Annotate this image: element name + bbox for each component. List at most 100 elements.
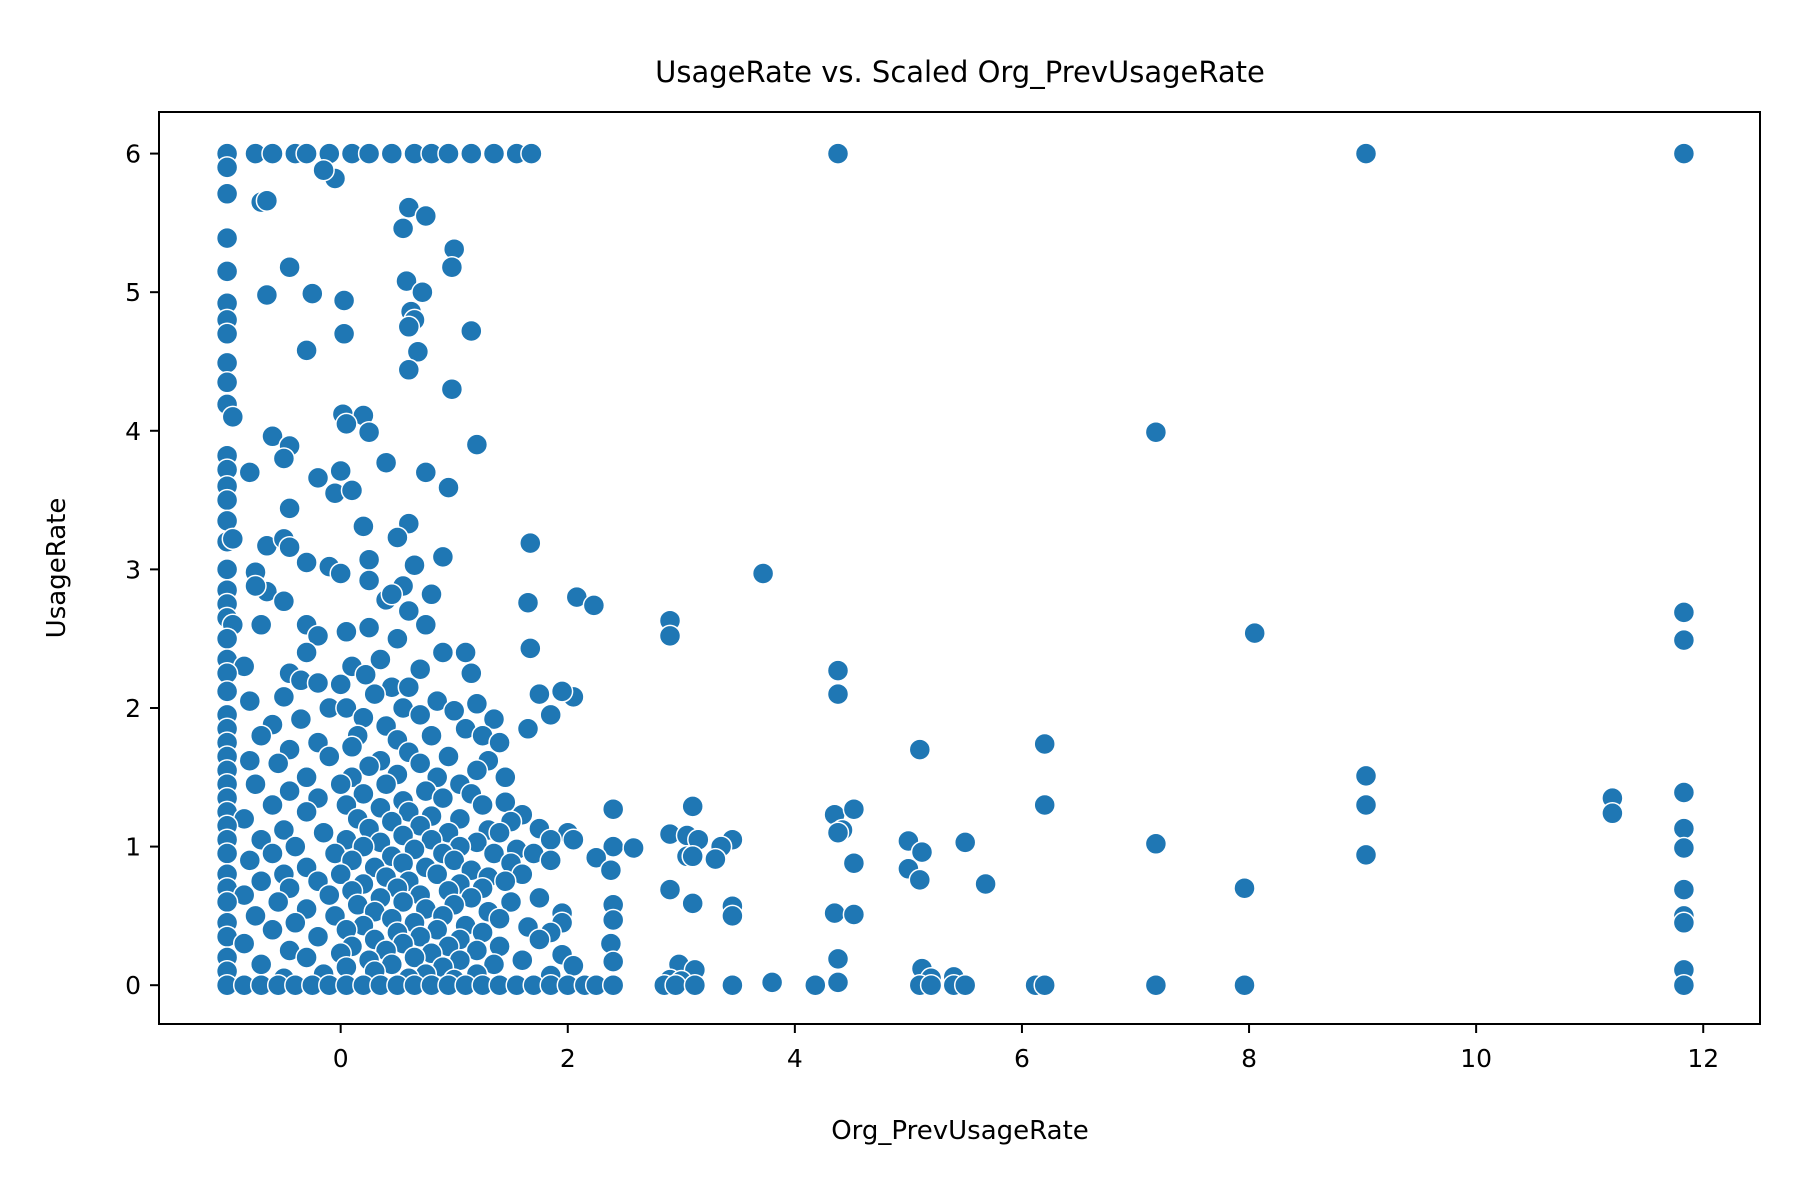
data-point [1672,142,1696,165]
data-point [255,283,279,307]
data-point [221,405,245,429]
data-point [244,574,267,598]
data-point [460,662,483,685]
data-point [908,868,932,892]
data-point [1354,843,1378,867]
y-tick-label: 6 [125,140,141,169]
data-point [363,682,386,706]
data-point [658,878,682,901]
data-point [215,351,239,375]
data-point [488,731,511,754]
data-point [465,433,489,456]
data-point [482,953,506,976]
data-point [329,673,352,696]
data-point [622,836,645,860]
data-point [1672,628,1696,652]
data-point [420,583,443,606]
data-point [340,479,364,502]
data-point [357,754,381,778]
data-point [437,745,460,768]
data-point [238,689,262,713]
data-point [664,973,687,997]
data-point [437,142,460,165]
data-point [826,971,850,994]
data-point [601,908,625,932]
x-axis-ticks: 0 2 4 6 8 10 12 [333,1024,1719,1073]
data-point [332,289,356,312]
data-point [431,786,455,810]
data-point [1354,142,1378,165]
y-tick-label: 3 [125,555,141,584]
data-point [465,759,489,782]
data-point [215,842,239,865]
chart-title: UsageRate vs. Scaled Org_PrevUsageRate [655,55,1265,89]
data-point [539,849,562,872]
data-point [295,551,318,574]
data-point [369,648,392,671]
data-point [1672,836,1696,860]
data-point [221,527,245,551]
data-point [261,918,284,942]
data-point [681,845,704,868]
data-point [306,671,330,695]
data-point [826,947,850,971]
data-point [482,707,506,731]
data-point [278,255,301,279]
data-point [357,569,381,592]
data-point [482,142,506,165]
data-point [357,616,381,639]
data-point [374,451,398,474]
data-point [704,847,727,871]
data-point [804,973,827,997]
data-point [842,903,866,926]
data-point [431,545,455,569]
data-point [332,322,356,346]
data-point [658,624,682,648]
data-point [386,627,409,650]
data-point [340,735,364,759]
data-point [329,459,352,483]
data-point [562,954,585,978]
data-point [335,412,358,436]
x-tick-label: 6 [1014,1044,1030,1073]
data-point [599,858,623,882]
data-point [403,553,426,577]
data-point [357,548,381,571]
data-point [460,319,483,343]
data-point [295,800,318,824]
x-axis-label: Org_PrevUsageRate [831,1116,1089,1146]
data-point [306,466,330,490]
data-point [488,907,511,930]
data-point [974,872,997,896]
data-point [826,659,850,682]
data-point [272,590,296,613]
data-point [335,696,358,720]
data-point [284,835,307,858]
data-point [1672,781,1696,804]
data-point [408,657,432,681]
data-point [295,339,318,362]
data-point [238,849,262,872]
x-tick-label: 0 [333,1044,349,1073]
data-point [520,142,543,165]
data-point [499,890,523,914]
data-point [238,749,262,772]
data-point [391,890,415,914]
data-point [301,282,324,305]
data-point [244,904,267,928]
data-point [261,842,284,865]
x-tick-label: 8 [1241,1044,1257,1073]
data-point [601,797,625,821]
data-point [760,971,784,994]
data-point [465,939,489,962]
data-point [1672,973,1696,997]
data-point [408,752,432,775]
data-point [403,946,426,969]
x-tick-label: 12 [1687,1044,1719,1073]
data-point [312,821,335,844]
data-point [284,911,307,935]
plot-frame [158,111,1761,1025]
data-points [215,142,1696,997]
data-point [826,682,850,706]
